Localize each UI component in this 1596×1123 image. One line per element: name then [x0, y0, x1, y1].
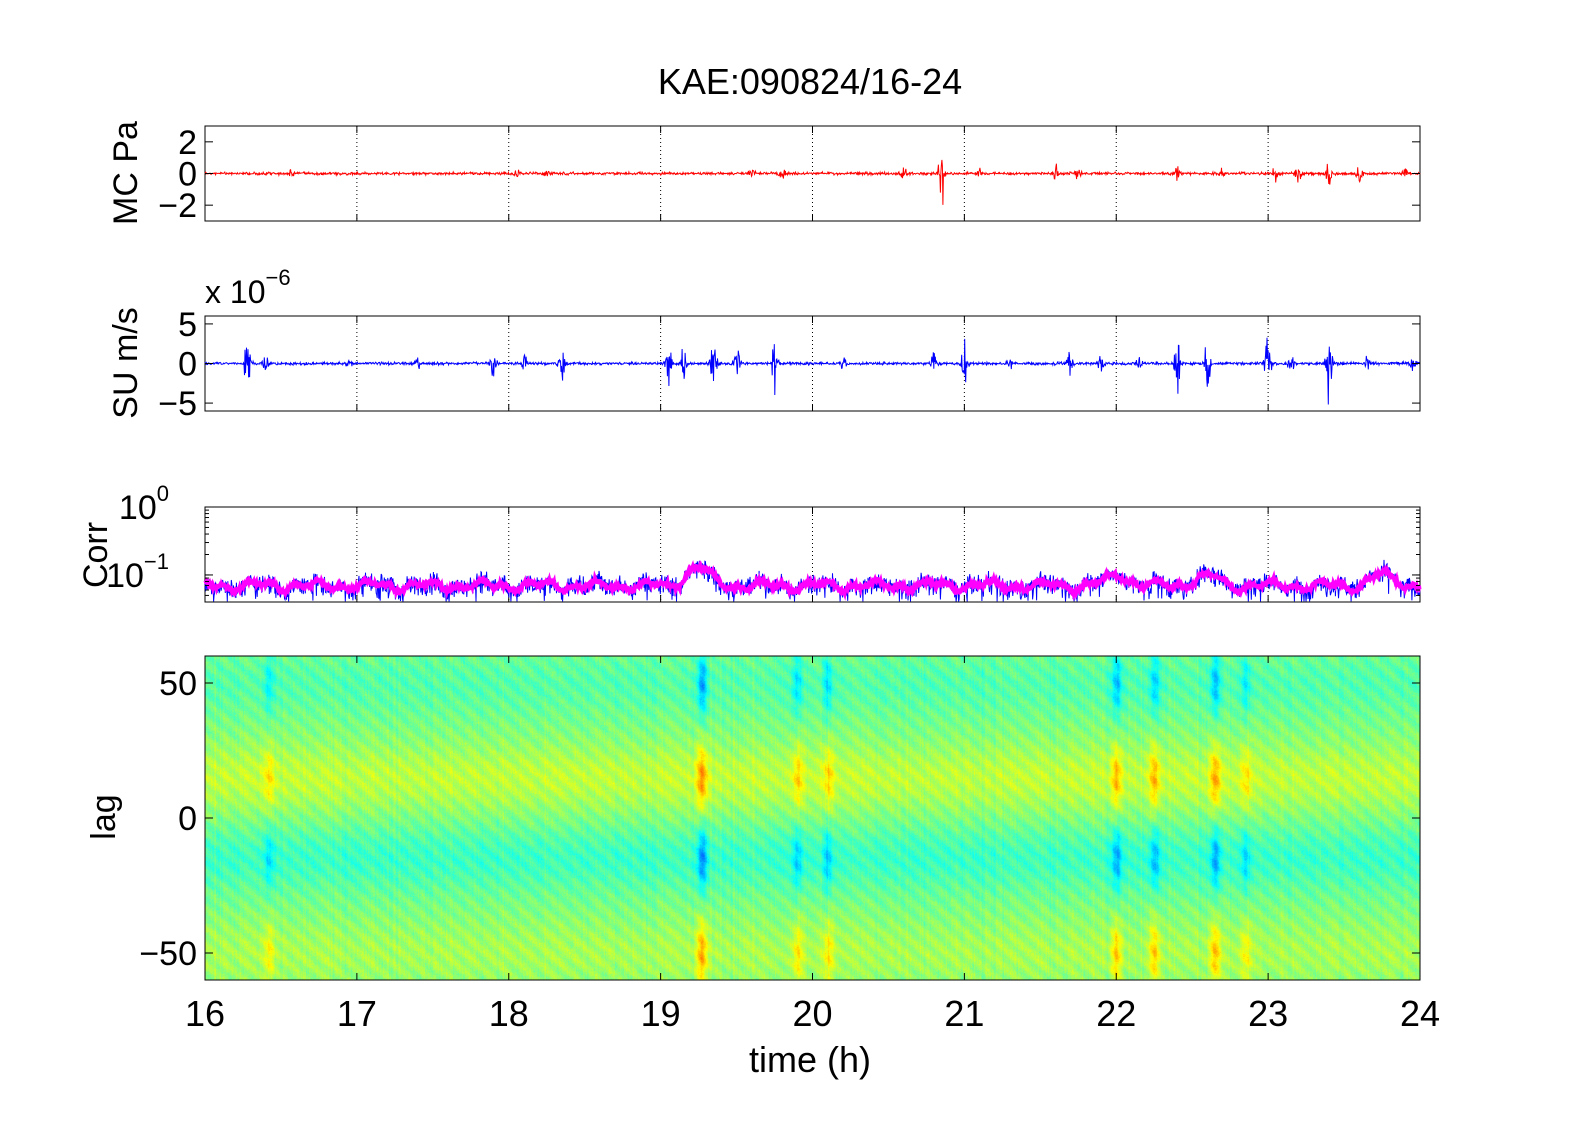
x-tick-label: 16 [185, 993, 225, 1034]
series-line-mc-pa [204, 159, 1421, 205]
x-tick-labels: 16 17 18 19 20 21 22 23 24 [185, 993, 1440, 1034]
y-tick-label: −2 [158, 187, 197, 225]
x-tick-marks [204, 316, 1421, 411]
y-ticks: 50−5 [158, 306, 1420, 423]
series-line-corr-smoothed [203, 559, 1422, 601]
y-tick-label: 0 [178, 346, 197, 384]
y-tick-label: 0 [178, 156, 197, 194]
y-tick-label: 0 [178, 800, 197, 838]
scale-base: x 10 [205, 274, 265, 310]
y-tick-label: 100 [119, 481, 169, 527]
x-tick-label: 24 [1400, 993, 1440, 1034]
y-tick-label: 10−1 [106, 549, 169, 595]
scale-multiplier: x 10−6 [205, 265, 291, 310]
x-tick-label: 20 [792, 993, 832, 1034]
y-tick-label: 2 [178, 124, 197, 162]
x-tick-label: 21 [944, 993, 984, 1034]
y-ticks: 50 0 −50 [139, 665, 1420, 973]
scale-exponent: −6 [265, 265, 290, 290]
y-tick-label: 5 [178, 306, 197, 344]
panel-mc-pressure: 20−2 MC Pa [107, 121, 1421, 225]
y-tick-label: −50 [139, 935, 197, 973]
y-tick-label: 50 [159, 665, 197, 703]
y-ticks: 20−2 [158, 124, 1420, 225]
y-ticks: 100 10−1 [106, 481, 1420, 595]
x-tick-label: 23 [1248, 993, 1288, 1034]
panel-su-velocity: 50−5 SU m/s x 10−6 [107, 265, 1421, 423]
x-axis-label: time (h) [749, 1039, 871, 1080]
series-line-su-ms [204, 337, 1421, 405]
heatmap-container [205, 656, 1420, 980]
y-axis-label: MC Pa [107, 121, 145, 225]
x-tick-marks [204, 656, 1421, 980]
y-axis-label: SU m/s [107, 307, 145, 418]
y-axis-label: Corr [77, 522, 115, 588]
y-axis-label: lag [85, 794, 123, 839]
figure-title: KAE:090824/16-24 [658, 61, 962, 102]
x-tick-label: 19 [641, 993, 681, 1034]
y-tick-label: −5 [158, 385, 197, 423]
x-tick-label: 22 [1096, 993, 1136, 1034]
x-tick-label: 18 [489, 993, 529, 1034]
panel-lag-heatmap: 50 0 −50 lag 16 17 18 19 20 21 22 23 24 time (h) [85, 655, 1440, 1080]
x-tick-label: 17 [337, 993, 377, 1034]
heatmap-image [205, 656, 1420, 980]
panel-correlation: 100 10−1 Corr [77, 481, 1422, 603]
x-tick-marks [204, 126, 1421, 221]
